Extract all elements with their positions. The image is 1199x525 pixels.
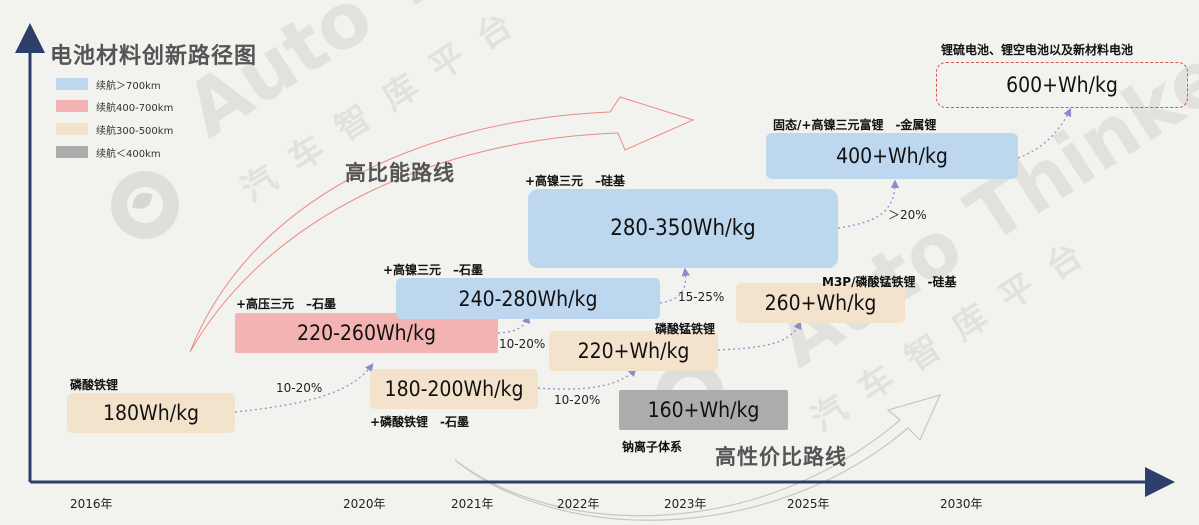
connector-arrow — [497, 314, 531, 334]
transition-pct: 10-20% — [499, 337, 546, 351]
year-label: 2030年 — [940, 497, 983, 511]
legend-label: 续航300-500km — [96, 125, 174, 137]
legend-swatch — [56, 78, 88, 90]
transition-pct: 10-20% — [554, 393, 601, 407]
box-solid-2025: 400+Wh/kg — [766, 133, 1018, 179]
year-label: 2025年 — [787, 497, 830, 511]
connector-arrow — [234, 363, 374, 413]
box-lfp-2021: 180-200Wh/kg — [370, 369, 538, 409]
box-m3p-2025: 260+Wh/kg — [736, 283, 905, 323]
label-lmfp-2022: 磷酸锰铁锂 — [655, 322, 716, 336]
legend-item: 续航300-500km — [56, 123, 174, 137]
box-future-2030: 600+Wh/kg — [936, 62, 1188, 108]
legend-item: 续航＞700km — [56, 78, 161, 92]
label-solid-2025: 固态/+高镍三元富锂 -金属锂 — [773, 118, 937, 132]
watermark-logo-icon — [111, 171, 179, 239]
legend-swatch — [56, 100, 88, 112]
transition-pct: 15-25% — [678, 290, 725, 304]
connector-arrow — [1017, 107, 1072, 159]
cost-effective-route-label: 高性价比路线 — [715, 445, 847, 469]
transition-pct: ＞20% — [888, 208, 927, 222]
connector-arrow — [537, 368, 637, 390]
box-ncm-2020: 220-260Wh/kg — [235, 313, 498, 353]
box-sodium-2023: 160+Wh/kg — [619, 390, 788, 430]
year-label: 2020年 — [343, 497, 386, 511]
year-label: 2016年 — [70, 497, 113, 511]
legend-swatch — [56, 146, 88, 158]
label-nickel-2021: +高镍三元 –石墨 — [383, 263, 484, 277]
label-lfp-2016: 磷酸铁锂 — [70, 378, 119, 392]
box-nickel-si-2022: 280-350Wh/kg — [528, 189, 838, 268]
label-lfp-2021: +磷酸铁锂 -石墨 — [370, 415, 470, 429]
year-label: 2022年 — [557, 497, 600, 511]
legend-item: 续航400-700km — [56, 100, 174, 114]
high-energy-route-label: 高比能路线 — [345, 161, 455, 185]
transition-pct: 10-20% — [276, 381, 323, 395]
high-energy-route-arrow — [189, 96, 695, 353]
cost-effective-route-arrow — [454, 394, 942, 521]
legend-item: 续航＜400km — [56, 146, 161, 160]
legend-swatch — [56, 123, 88, 135]
connector-arrow — [717, 320, 802, 351]
legend-label: 续航＞700km — [96, 80, 161, 92]
box-nickel-2021: 240-280Wh/kg — [396, 278, 660, 319]
label-ncm-2020: +高压三元 –石墨 — [236, 297, 337, 311]
connector-arrow — [837, 179, 900, 229]
year-label: 2023年 — [664, 497, 707, 511]
label-m3p-2025: M3P/磷酸锰铁锂 -硅基 — [822, 275, 957, 289]
box-lmfp-2022: 220+Wh/kg — [549, 331, 718, 371]
label-future-2030: 锂硫电池、锂空电池以及新材料电池 — [941, 43, 1134, 57]
label-nickel-si-2022: +高镍三元 –硅基 — [525, 174, 626, 188]
box-lfp-2016: 180Wh/kg — [67, 393, 235, 433]
legend-label: 续航400-700km — [96, 102, 174, 114]
label-sodium-2023: 钠离子体系 — [622, 440, 683, 454]
page-title: 电池材料创新路径图 — [50, 44, 258, 69]
year-label: 2021年 — [451, 497, 494, 511]
legend-label: 续航＜400km — [96, 148, 161, 160]
